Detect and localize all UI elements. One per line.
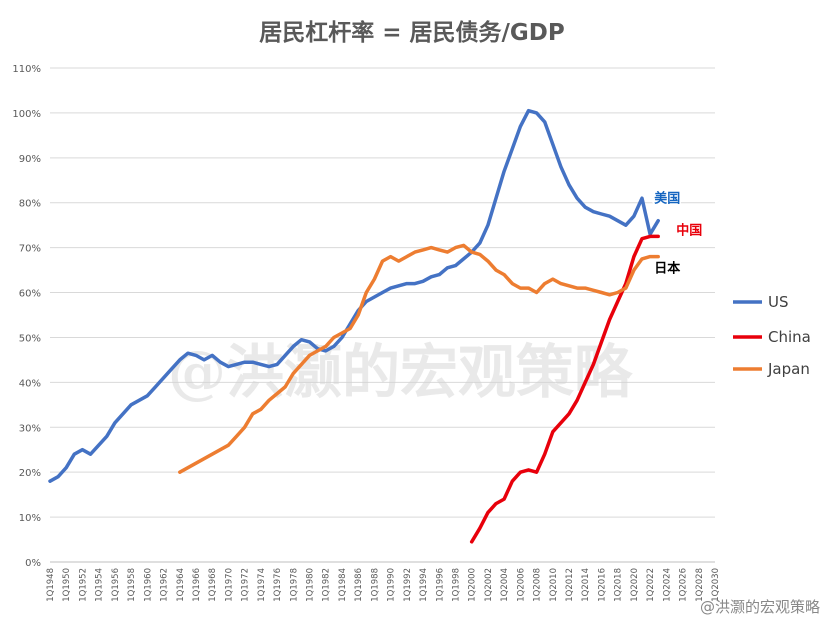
x-tick-label: 1Q1956: [111, 568, 121, 602]
x-tick-label: 1Q1986: [354, 568, 364, 602]
x-tick-label: 1Q1960: [143, 568, 153, 602]
x-tick-label: 1Q1970: [224, 568, 234, 602]
x-tick-label: 1Q1978: [289, 568, 299, 602]
x-tick-label: 1Q2030: [711, 568, 721, 602]
x-tick-label: 1Q2004: [500, 568, 510, 602]
x-tick-label: 1Q1992: [403, 568, 413, 602]
x-tick-label: 1Q1950: [62, 568, 72, 602]
x-tick-label: 1Q1954: [95, 568, 105, 602]
x-tick-label: 1Q1964: [176, 568, 186, 602]
x-tick-label: 1Q2000: [468, 568, 478, 602]
x-tick-label: 1Q2002: [484, 568, 494, 602]
x-tick-label: 1Q1968: [208, 568, 218, 602]
annotation-label: 美国: [654, 191, 680, 207]
x-tick-label: 1Q1962: [160, 568, 170, 602]
x-tick-label: 1Q2006: [516, 568, 526, 602]
legend-label-china: China: [768, 328, 811, 346]
x-tick-label: 1Q2028: [695, 568, 705, 602]
y-tick-label: 0%: [25, 558, 41, 569]
series-line-us: [48, 108, 660, 483]
series-lines: [48, 108, 660, 544]
gridlines: [50, 67, 715, 563]
x-tick-label: 1Q2016: [597, 568, 607, 602]
x-tick-label: 1Q1972: [241, 568, 251, 602]
y-tick-label: 80%: [19, 199, 41, 210]
y-tick-label: 100%: [12, 109, 41, 120]
y-tick-label: 70%: [19, 244, 41, 255]
x-tick-label: 1Q2020: [630, 568, 640, 602]
x-tick-label: 1Q1948: [46, 568, 56, 602]
y-tick-label: 30%: [19, 423, 41, 434]
x-tick-label: 1Q2014: [581, 568, 591, 602]
y-tick-label: 40%: [19, 378, 41, 389]
x-tick-label: 1Q1984: [338, 568, 348, 602]
x-tick-label: 1Q2008: [533, 568, 543, 602]
legend: US China Japan: [733, 293, 811, 378]
x-tick-label: 1Q2018: [614, 568, 624, 602]
y-tick-label: 10%: [19, 513, 41, 524]
x-tick-label: 1Q1952: [78, 568, 88, 602]
watermark: @洪灏的宏观策略: [168, 338, 633, 406]
x-tick-label: 1Q1976: [273, 568, 283, 602]
x-tick-label: 1Q1958: [127, 568, 137, 602]
y-tick-label: 60%: [19, 289, 41, 300]
x-tick-label: 1Q2026: [679, 568, 689, 602]
credit-text: @洪灏的宏观策略: [700, 598, 820, 616]
y-tick-label: 90%: [19, 154, 41, 165]
legend-label-us: US: [768, 293, 789, 311]
annotation-label: 中国: [676, 222, 702, 238]
x-tick-label: 1Q1988: [370, 568, 380, 602]
x-tick-label: 1Q2024: [662, 568, 672, 602]
legend-label-japan: Japan: [767, 360, 810, 378]
x-tick-label: 1Q1980: [306, 568, 316, 602]
x-tick-label: 1Q1996: [435, 568, 445, 602]
y-tick-label: 50%: [19, 333, 41, 344]
y-axis-ticks: 0% 10% 20% 30% 40% 50% 60% 70% 80% 90% 100% 110%: [12, 64, 41, 569]
x-tick-label: 1Q1998: [451, 568, 461, 602]
x-tick-label: 1Q1974: [257, 568, 267, 602]
x-tick-label: 1Q1994: [419, 568, 429, 602]
y-tick-label: 20%: [19, 468, 41, 479]
x-tick-label: 1Q2022: [646, 568, 656, 602]
y-tick-label: 110%: [12, 64, 41, 75]
x-tick-label: 1Q2010: [549, 568, 559, 602]
chart-title: 居民杠杆率 = 居民债务/GDP: [259, 19, 565, 46]
x-tick-label: 1Q1990: [387, 568, 397, 602]
x-tick-label: 1Q2012: [565, 568, 575, 602]
series-line-japan: [178, 243, 660, 474]
x-tick-label: 1Q1982: [322, 568, 332, 602]
series-line-china: [469, 234, 660, 544]
x-tick-label: 1Q1966: [192, 568, 202, 602]
x-axis-ticks: 1Q1948 1Q1950 1Q1952 1Q1954 1Q1956 1Q1958 1Q19…: [46, 568, 721, 602]
annotation-label: 日本: [654, 261, 680, 277]
